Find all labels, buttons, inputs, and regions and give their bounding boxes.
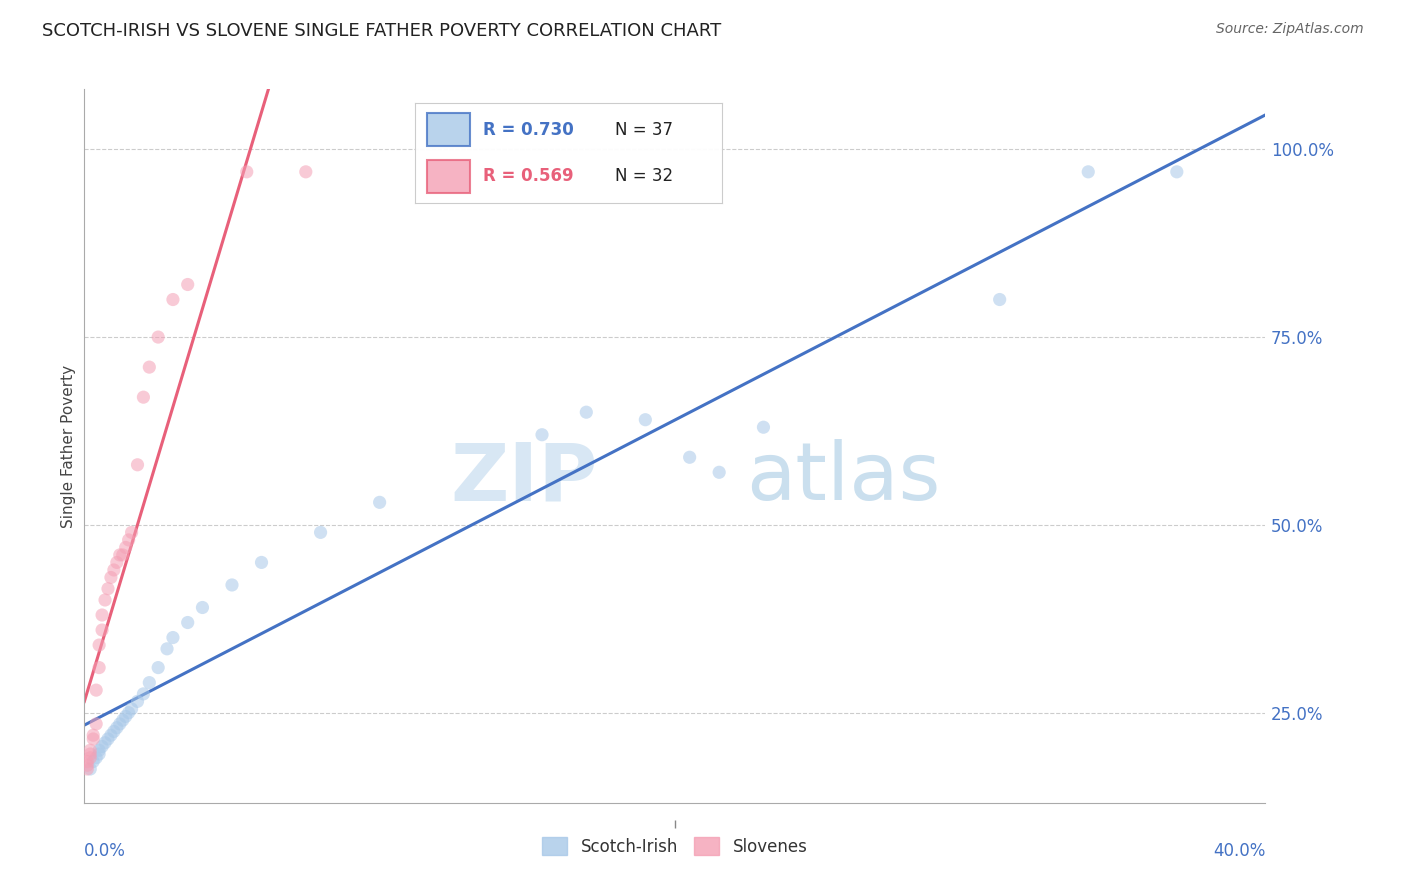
Point [108,548,131,562]
Point [127,694,149,708]
Point [89,743,111,757]
Point [79,743,101,757]
Point [89,660,111,674]
Point [127,458,149,472]
Point [191,600,214,615]
Point [100,728,122,742]
Point [97,582,120,596]
Point [988,293,1011,307]
Point [148,660,170,674]
Point [82,755,104,769]
Point [1166,165,1188,179]
Point [91,607,114,622]
Point [121,702,143,716]
Text: 0.0%: 0.0% [84,842,127,860]
Point [100,570,122,584]
Point [132,390,155,404]
Point [79,747,101,761]
Point [752,420,775,434]
Point [236,165,259,179]
Point [250,556,273,570]
Point [221,578,243,592]
Point [138,675,160,690]
Point [76,758,98,772]
Text: SCOTCH-IRISH VS SLOVENE SINGLE FATHER POVERTY CORRELATION CHART: SCOTCH-IRISH VS SLOVENE SINGLE FATHER PO… [42,22,721,40]
Point [105,721,128,735]
Point [111,548,134,562]
Point [121,525,143,540]
Y-axis label: Single Father Poverty: Single Father Poverty [60,365,76,527]
Point [309,525,332,540]
Point [79,762,101,776]
Point [76,762,98,776]
Point [118,706,141,720]
Point [575,405,598,419]
Point [91,623,114,637]
Point [94,593,117,607]
Point [148,330,170,344]
Point [177,277,200,292]
Point [530,427,553,442]
Point [162,631,184,645]
Point [108,717,131,731]
Point [114,709,136,723]
Point [1077,165,1099,179]
Point [162,293,184,307]
Point [114,541,136,555]
Point [105,556,128,570]
Point [97,731,120,746]
Text: Source: ZipAtlas.com: Source: ZipAtlas.com [1216,22,1364,37]
Point [634,413,657,427]
Point [84,683,107,698]
Text: atlas: atlas [745,439,941,517]
Point [156,641,179,656]
Point [84,750,107,764]
Point [89,747,111,761]
Point [111,713,134,727]
Point [709,465,731,479]
Point [177,615,200,630]
Point [295,165,318,179]
Point [94,736,117,750]
Point [138,360,160,375]
Point [84,717,107,731]
Point [103,724,125,739]
Point [89,638,111,652]
Point [76,755,98,769]
Legend: Scotch-Irish, Slovenes: Scotch-Irish, Slovenes [536,830,814,863]
Point [678,450,700,465]
Text: 40.0%: 40.0% [1213,842,1265,860]
Point [132,687,155,701]
Text: ZIP: ZIP [451,439,598,517]
Point [91,739,114,754]
Point [103,563,125,577]
Point [82,731,104,746]
Point [118,533,141,547]
Point [79,750,101,764]
Point [82,728,104,742]
Point [368,495,391,509]
